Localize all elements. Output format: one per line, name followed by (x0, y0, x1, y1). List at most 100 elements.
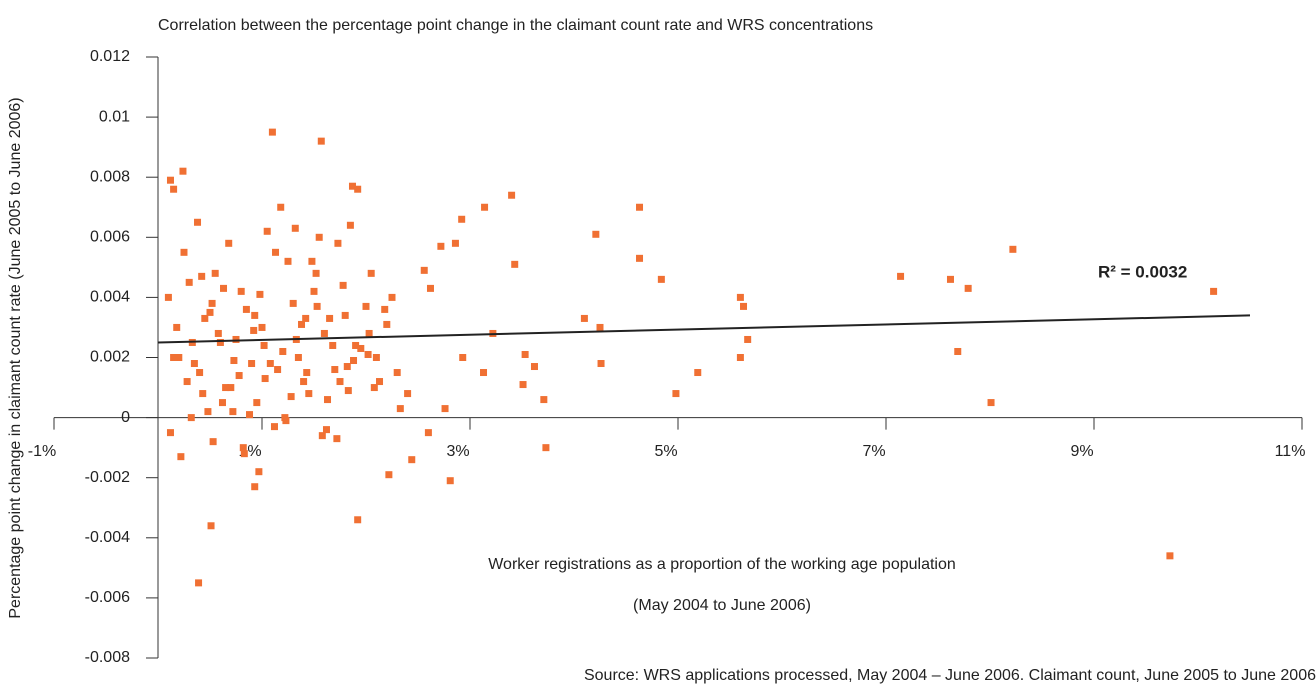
point (511, 260, 519, 268)
point (964, 284, 972, 292)
point (166, 176, 174, 184)
point (459, 354, 467, 361)
point (248, 360, 256, 368)
point (187, 414, 195, 422)
x-tick-label: 3% (446, 443, 469, 460)
point (173, 323, 181, 331)
point (672, 390, 680, 398)
point (542, 444, 550, 452)
point (209, 438, 217, 446)
point (383, 320, 391, 328)
point (458, 215, 466, 223)
point (313, 302, 321, 310)
point (170, 185, 178, 193)
point (308, 257, 316, 265)
point (312, 269, 320, 277)
point (206, 308, 214, 316)
point (333, 435, 341, 443)
trend-line (157, 314, 1251, 344)
point (183, 378, 191, 386)
y-tick-label: 0.008 (90, 168, 130, 185)
x-tick-label: 11% (1275, 443, 1306, 460)
point (220, 284, 228, 292)
point (897, 272, 905, 280)
point (277, 203, 285, 211)
y-tick-label: -0.002 (85, 469, 130, 486)
point (281, 414, 289, 422)
annotation: R² = 0.0032 (1098, 262, 1187, 281)
point (237, 287, 245, 295)
point (166, 429, 174, 437)
y-tick-label: 0.012 (90, 48, 130, 65)
point (592, 230, 600, 238)
point (289, 299, 297, 307)
point (310, 287, 318, 295)
point (388, 293, 396, 301)
point (370, 384, 378, 392)
y-tick-label: 0.004 (90, 289, 130, 306)
point (424, 429, 432, 437)
point (201, 314, 209, 322)
point (239, 444, 247, 452)
point (341, 311, 349, 319)
point (229, 408, 237, 416)
point (198, 272, 206, 280)
point (320, 329, 328, 337)
point (451, 239, 459, 247)
point (300, 378, 308, 386)
point (255, 468, 263, 476)
x-tick-label: 7% (862, 443, 885, 460)
point (580, 314, 588, 322)
y-tick-label: -0.008 (85, 649, 130, 666)
point (253, 399, 261, 407)
point (230, 357, 238, 365)
point (372, 354, 380, 361)
point (357, 344, 365, 352)
x-axis-label: Worker registrations as a proportion of … (488, 556, 956, 573)
point (1166, 552, 1174, 560)
point (305, 390, 313, 398)
point (740, 302, 748, 310)
point (367, 269, 375, 277)
point (694, 369, 702, 377)
point (736, 293, 744, 301)
point (365, 329, 373, 337)
x-axis-label: (May 2004 to June 2006) (633, 597, 811, 614)
point (480, 369, 488, 377)
point (315, 233, 323, 241)
point (258, 323, 266, 331)
point (362, 302, 370, 310)
point (1210, 287, 1218, 295)
point (261, 375, 269, 383)
point (270, 423, 278, 431)
point (235, 372, 243, 380)
point (225, 239, 233, 247)
point (302, 314, 310, 322)
point (218, 399, 226, 407)
point (331, 366, 339, 374)
point (232, 335, 240, 343)
point (348, 182, 356, 190)
point (180, 248, 188, 256)
point (246, 411, 254, 419)
y-tick-label: 0.006 (90, 229, 130, 246)
point (354, 185, 362, 193)
x-tick-label: -1% (28, 443, 56, 460)
point (326, 314, 334, 322)
point (208, 299, 216, 307)
point (284, 257, 292, 265)
point (446, 477, 454, 485)
point (1009, 245, 1017, 253)
point (194, 218, 202, 226)
point (263, 227, 271, 235)
point (298, 320, 306, 328)
point (240, 450, 248, 458)
point (164, 293, 172, 301)
point (364, 350, 372, 358)
point (190, 360, 198, 368)
point (343, 363, 351, 371)
point (274, 366, 282, 374)
point (344, 387, 352, 395)
point (408, 456, 416, 464)
